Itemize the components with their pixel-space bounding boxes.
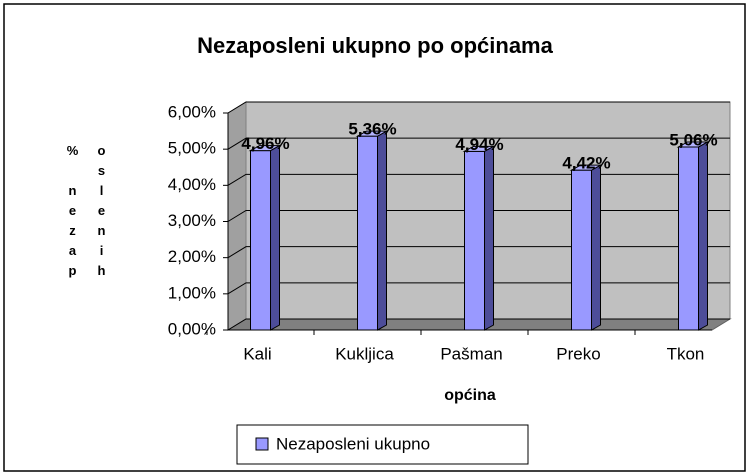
bar-top: [569, 164, 603, 171]
y-tick-label: 3,00%: [168, 211, 216, 230]
grid-line: [227, 101, 730, 114]
bar-side: [270, 144, 280, 331]
grid-line: [227, 282, 730, 295]
x-tick-label: Kali: [243, 344, 271, 363]
legend-swatch: [255, 437, 269, 451]
bar-top: [248, 145, 282, 152]
bar-side: [484, 145, 494, 331]
x-tick-label: Preko: [556, 344, 600, 363]
bar-top: [676, 141, 710, 148]
y-axis-label: % nezaposlenih: [65, 143, 109, 283]
grid-line: [227, 137, 730, 150]
legend-label: Nezaposleni ukupno: [276, 434, 430, 453]
bar: [250, 150, 271, 331]
grid-line: [227, 246, 730, 259]
y-tick-label: 0,00%: [168, 319, 216, 338]
y-tick-label: 2,00%: [168, 247, 216, 266]
bar: [464, 150, 485, 331]
chart-title: Nezaposleni ukupno po općinama: [197, 33, 553, 58]
legend-box: [236, 424, 529, 465]
grid-line: [227, 173, 730, 186]
y-tick-label: 4,00%: [168, 175, 216, 194]
bar: [357, 135, 378, 331]
bar-side: [698, 141, 708, 331]
x-tick-label: Kukljica: [335, 344, 394, 363]
x-axis-label: općina: [444, 387, 496, 404]
bar-top: [355, 130, 389, 137]
data-label: 5,36%: [348, 120, 396, 139]
y-tick-label: 6,00%: [168, 102, 216, 121]
y-tick-label: 1,00%: [168, 283, 216, 302]
x-tick-label: Tkon: [667, 344, 705, 363]
grid-line: [227, 210, 730, 222]
bar-side: [591, 164, 601, 331]
data-label: 4,42%: [562, 154, 610, 173]
data-label: 4,96%: [241, 134, 289, 153]
bar-side: [377, 130, 387, 331]
grid-line: [227, 318, 730, 331]
y-tick-label: 5,00%: [168, 139, 216, 158]
bar-top: [462, 145, 496, 152]
bar: [571, 169, 592, 331]
bar: [678, 146, 699, 331]
x-tick-label: Pašman: [440, 344, 502, 363]
data-label: 4,94%: [455, 135, 503, 154]
data-label: 5,06%: [669, 130, 717, 149]
